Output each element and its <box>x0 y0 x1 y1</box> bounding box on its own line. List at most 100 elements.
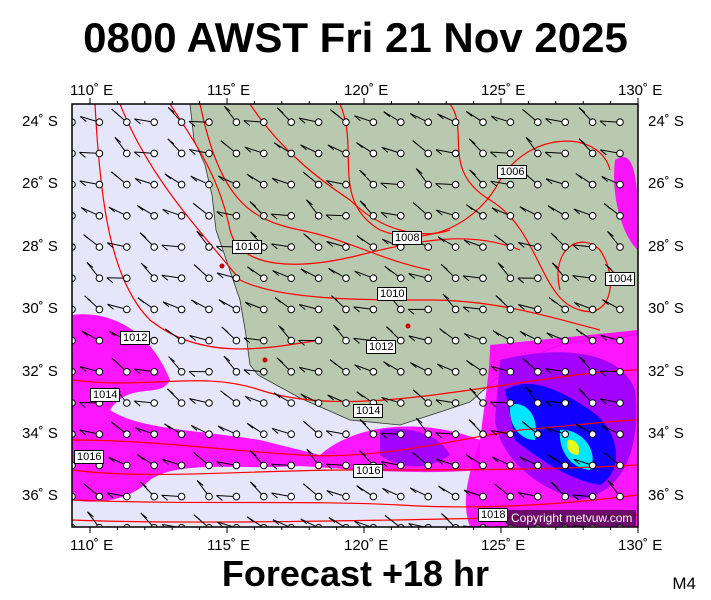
station-marker <box>123 243 131 251</box>
wind-barb-feather <box>244 301 252 308</box>
wind-barb-feather <box>410 362 417 369</box>
wind-barb-feather <box>300 393 308 400</box>
station-marker <box>150 118 158 126</box>
station-marker <box>451 118 460 126</box>
station-marker <box>232 212 241 220</box>
station-marker <box>342 180 350 189</box>
isobar-label: 1018 <box>478 508 509 522</box>
map-layers <box>55 104 638 527</box>
wind-barb-feather <box>386 326 393 333</box>
station-marker <box>424 305 433 314</box>
wind-barb-feather <box>298 304 306 310</box>
station-marker <box>534 118 542 126</box>
wind-barb-feather <box>136 204 144 211</box>
wind-barb-feather <box>517 492 525 498</box>
station-marker <box>588 149 597 158</box>
wind-barb-feather <box>164 173 172 180</box>
wind-barb <box>72 433 73 435</box>
wind-barb-feather <box>465 454 473 461</box>
wind-barb-feather <box>243 369 251 376</box>
wind-barb-feather <box>224 105 231 112</box>
station-marker <box>506 430 515 439</box>
wind-barb-feather <box>466 204 473 210</box>
wind-barb-feather <box>359 450 367 457</box>
wind-barb-feather <box>408 273 416 279</box>
station-marker <box>260 492 268 501</box>
wind-barb-feather <box>134 427 142 433</box>
station-marker <box>342 524 350 527</box>
station-marker <box>561 149 570 158</box>
wind-barb-feather <box>161 494 168 501</box>
isobar <box>199 104 431 271</box>
wind-barb-feather <box>193 514 201 521</box>
wind-barb-feather <box>193 202 200 209</box>
station-marker <box>506 149 515 158</box>
lon-label-bottom: 110˚ E <box>70 537 114 554</box>
lat-label-right: 24˚ S <box>648 113 684 130</box>
wind-barb-feather <box>552 262 559 269</box>
lat-label-left: 30˚ S <box>22 300 58 318</box>
wind-barb-feather <box>55 205 61 210</box>
wind-barb-feather <box>518 304 525 310</box>
wind-barb-feather <box>329 359 337 366</box>
station-marker <box>397 118 405 126</box>
station-marker <box>506 274 515 283</box>
station-marker <box>342 243 350 251</box>
wind-barb-feather <box>491 207 499 214</box>
wind-barb-feather <box>435 432 442 439</box>
wind-barb-feather <box>276 107 284 114</box>
station-marker <box>287 336 296 345</box>
station-marker <box>177 149 186 158</box>
wind-barb-feather <box>190 424 198 431</box>
isobar <box>169 104 521 265</box>
station-marker <box>205 212 213 220</box>
wind-barb-feather <box>522 108 529 115</box>
wind-barb-feather <box>86 262 94 268</box>
station-marker <box>616 399 624 407</box>
wind-barb-feather <box>578 107 586 113</box>
wind-barb-feather <box>491 115 498 122</box>
wind-barb-feather <box>601 425 609 431</box>
wind-barb-feather <box>220 390 227 397</box>
wind-barb-feather <box>108 330 116 337</box>
isobar <box>339 104 611 237</box>
station-marker <box>616 305 624 314</box>
station-marker <box>314 118 323 126</box>
wind-barb-feather <box>218 299 226 306</box>
lat-label-right: 34˚ S <box>648 425 684 442</box>
wind-barb <box>408 523 427 527</box>
station-marker <box>150 212 158 220</box>
wind-barb-feather <box>383 361 390 368</box>
wind-barb-feather <box>546 332 554 339</box>
wind-barb-feather <box>326 490 334 497</box>
wind-barb-feather <box>167 388 174 395</box>
lon-label-bottom: 115˚ E <box>207 537 251 554</box>
station-marker <box>424 149 433 158</box>
lon-label-bottom: 125˚ E <box>481 537 526 554</box>
wind-barb-feather <box>600 149 607 156</box>
wind-barb-feather <box>435 399 443 406</box>
station-marker <box>506 399 515 407</box>
wind-barb-feather <box>408 335 416 342</box>
wind-barb-feather <box>278 324 285 331</box>
wind-barb-feather <box>327 144 335 151</box>
wind-barb-feather <box>600 398 607 405</box>
station-marker <box>424 430 433 439</box>
wind-barb-feather <box>331 295 338 302</box>
station-marker <box>314 461 323 470</box>
wind-barb-feather <box>573 458 580 465</box>
station-marker <box>534 461 542 470</box>
wind-barb-feather <box>519 456 527 463</box>
station-marker <box>342 274 350 283</box>
station-marker <box>479 430 487 439</box>
wind-barb-feather <box>518 242 525 248</box>
station-marker <box>397 149 405 158</box>
wind-barb-feather <box>412 452 420 459</box>
station-marker <box>314 243 323 251</box>
wind-barb-feather <box>133 151 141 158</box>
station-marker <box>205 180 213 189</box>
station-marker <box>232 368 241 376</box>
station-marker <box>177 305 186 314</box>
wind-barb-feather <box>216 521 224 527</box>
station-marker <box>205 149 213 158</box>
